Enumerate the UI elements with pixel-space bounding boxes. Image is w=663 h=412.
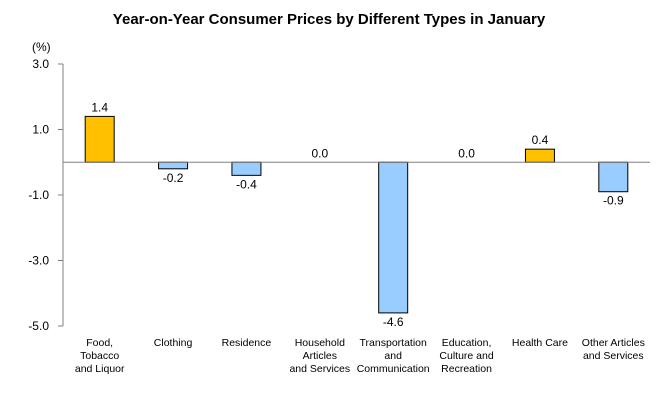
bar-value-label: -0.2 [163, 171, 184, 185]
category-label-line: Transportation [360, 337, 427, 349]
category-label-line: Clothing [154, 337, 193, 349]
bar [84, 115, 115, 163]
category-label-line: Food, [86, 337, 113, 349]
category-label: Other Articles and Services [582, 337, 645, 362]
y-axis-unit-label: (%) [32, 40, 51, 54]
category-label: Residence [222, 337, 272, 349]
category-label: Clothing [154, 337, 193, 349]
category-label-line: Culture and [439, 350, 493, 362]
category-label-line: Other Articles [582, 337, 645, 349]
category-label-line: Education, [442, 337, 492, 349]
bar-value-label: 0.4 [532, 133, 549, 147]
category-label-line: Communication [357, 363, 430, 375]
category-label-line: and Liquor [75, 363, 125, 375]
y-tick-label: 1.0 [32, 123, 49, 137]
bar-value-label: -0.4 [236, 177, 257, 191]
category-label: Transportation and Communication [357, 337, 430, 375]
category-label-line: Recreation [441, 363, 492, 375]
y-tick-label: 3.0 [32, 57, 49, 71]
category-label-line: and Services [583, 350, 644, 362]
bar-value-label: 0.0 [311, 146, 328, 160]
y-axis-ticks: 3.0 1.0 -1.0 -3.0 -5.0 [28, 57, 63, 333]
axes-group [62, 64, 650, 326]
category-label: Education, Culture and Recreation [439, 337, 493, 375]
category-label: Food, Tobacco and Liquor [75, 337, 125, 375]
bar-value-label: -0.9 [603, 194, 624, 208]
bar [524, 148, 555, 163]
chart-title: Year-on-Year Consumer Prices by Differen… [113, 11, 546, 28]
category-label-line: Health Care [512, 337, 568, 349]
bar-value-label: -4.6 [383, 315, 404, 329]
category-label-line: and [384, 350, 402, 362]
bar-value-label: 0.0 [458, 146, 475, 160]
category-label-line: Residence [222, 337, 272, 349]
category-label: Household Articles and Services [289, 337, 350, 375]
bar-value-label: 1.4 [91, 100, 108, 114]
category-label-line: Household [295, 337, 345, 349]
bars-group [84, 115, 629, 314]
y-tick-label: -3.0 [28, 254, 49, 268]
category-label-line: and Services [289, 363, 350, 375]
bar [378, 161, 409, 314]
bar [231, 161, 262, 176]
data-labels-group: 1.4 -0.2 -0.4 0.0 -4.6 0.0 0.4 -0.9 [91, 100, 624, 329]
bar [598, 161, 629, 193]
category-label-line: Articles [303, 350, 337, 362]
category-labels-group: Food, Tobacco and Liquor Clothing Residence H… [75, 337, 645, 375]
y-tick-label: -5.0 [28, 319, 49, 333]
category-label: Health Care [512, 337, 568, 349]
y-tick-label: -1.0 [28, 188, 49, 202]
bar [158, 161, 189, 170]
category-label-line: Tobacco [80, 350, 119, 362]
